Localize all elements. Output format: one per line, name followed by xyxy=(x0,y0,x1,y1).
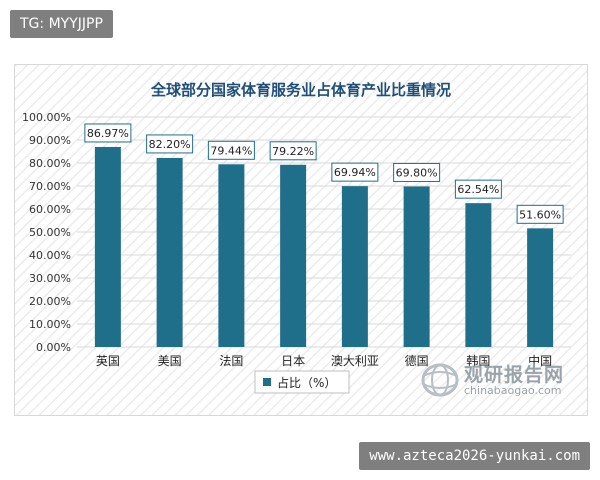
y-tick-label: 20.00% xyxy=(29,295,71,308)
bar xyxy=(156,157,183,347)
chart-title: 全球部分国家体育服务业占体育产业比重情况 xyxy=(150,81,451,99)
legend: 占比（%） xyxy=(254,370,350,394)
x-tick-label: 韩国 xyxy=(466,353,490,368)
bar xyxy=(527,228,554,347)
x-tick-label: 澳大利亚 xyxy=(331,354,379,368)
y-tick-label: 60.00% xyxy=(29,203,71,216)
bar xyxy=(341,186,368,347)
footer-label: www.azteca2026-yunkai.com xyxy=(359,442,590,470)
y-tick-label: 50.00% xyxy=(29,226,71,239)
bar xyxy=(218,164,245,347)
data-label-box xyxy=(516,204,564,224)
data-label: 51.60% xyxy=(519,208,561,221)
data-label: 82.20% xyxy=(149,138,191,151)
y-tick-label: 10.00% xyxy=(29,318,71,331)
y-tick-label: 30.00% xyxy=(29,272,71,285)
data-label-box xyxy=(207,140,255,160)
x-tick-label: 英国 xyxy=(96,354,120,368)
legend-swatch xyxy=(263,378,271,386)
bar xyxy=(465,203,492,347)
data-label: 69.80% xyxy=(396,166,438,179)
data-label-box xyxy=(146,134,194,154)
x-tick-label: 日本 xyxy=(281,354,305,368)
chart-card: 全球部分国家体育服务业占体育产业比重情况 0.00% 10.00% 20.00% 30… xyxy=(14,64,588,416)
data-label-box xyxy=(393,162,441,182)
x-tick-label: 德国 xyxy=(405,353,429,368)
data-label-box xyxy=(331,162,379,182)
data-label-box xyxy=(84,123,132,143)
x-tick-label: 美国 xyxy=(158,354,182,368)
data-label: 69.94% xyxy=(334,166,376,179)
data-label: 86.97% xyxy=(87,127,129,140)
y-tick-label: 70.00% xyxy=(29,180,71,193)
data-label: 62.54% xyxy=(457,183,499,196)
globe-logo-icon xyxy=(421,363,459,397)
y-tick-label: 80.00% xyxy=(29,157,71,170)
legend-label: 占比（%） xyxy=(277,375,336,390)
x-tick-label: 中国 xyxy=(528,353,552,368)
y-tick-label: 40.00% xyxy=(29,249,71,262)
watermark-brand: 观研报告网 xyxy=(464,364,565,386)
data-label-box xyxy=(454,179,502,199)
y-tick-label: 0.00% xyxy=(36,341,71,354)
top-label: TG: MYYJJPP xyxy=(10,10,113,38)
x-tick-label: 法国 xyxy=(219,354,243,368)
y-tick-label: 90.00% xyxy=(29,134,71,147)
data-label-box xyxy=(269,141,317,161)
y-tick-label: 100.00% xyxy=(22,111,71,124)
legend-box xyxy=(254,370,350,394)
bar-chart: 全球部分国家体育服务业占体育产业比重情况 0.00% 10.00% 20.00% 30… xyxy=(15,65,587,415)
data-label: 79.44% xyxy=(210,144,252,157)
bar xyxy=(94,146,121,347)
watermark-domain: chinabaogao.com xyxy=(464,384,562,397)
bar xyxy=(403,186,430,347)
bar xyxy=(280,164,307,347)
watermark: 观研报告网 chinabaogao.com xyxy=(420,360,580,404)
data-label: 79.22% xyxy=(272,145,314,158)
